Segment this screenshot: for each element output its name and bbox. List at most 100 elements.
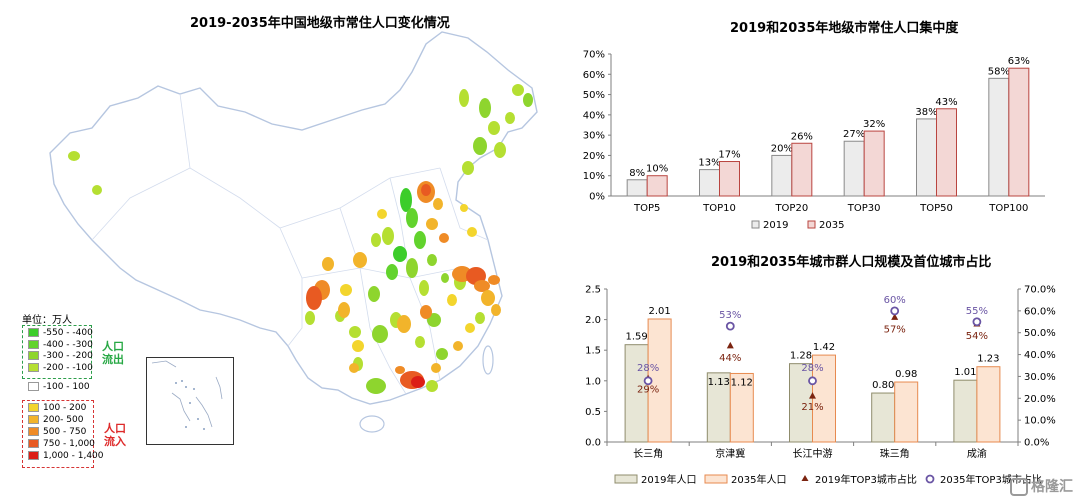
bar-2019年人口-珠三角 (871, 392, 896, 443)
scatter-label-2019: 44% (719, 353, 741, 364)
hainan-island (359, 415, 385, 433)
inflow-blobs (306, 181, 501, 389)
watermark-logo: 格隆汇 (1010, 476, 1073, 496)
x-tick-label: 成渝 (967, 447, 987, 460)
legend-swatch-2035-pop (704, 474, 728, 484)
data-label: 0.98 (895, 369, 917, 380)
legend-inflow-1: 200- 500 (28, 415, 83, 425)
legend-inflow-4-swatch (28, 451, 39, 460)
bar-2035-TOP10 (719, 161, 740, 197)
scatter-label-2019: 29% (637, 385, 659, 396)
marker-2035年TOP3城市占比-珠三角 (890, 306, 900, 316)
china-map (49, 31, 538, 433)
taiwan-island (482, 345, 494, 375)
y-tick-label: 10% (583, 171, 605, 182)
legend-outflow-2-label: -300 - -200 (43, 351, 93, 361)
legend-neutral: -100 - 100 (28, 382, 90, 392)
data-label: 20% (771, 143, 793, 154)
x-tick-label: TOP20 (774, 203, 808, 214)
marker-2019年TOP3城市占比-珠三角 (891, 313, 899, 320)
data-label: 10% (646, 164, 668, 175)
cluster-chart: 0.0 0.5 1.0 1.5 2.0 2.5 0.0% 10.0% 20.0% 30.0% 40.… (585, 285, 1056, 487)
legend-label-2035: 2035 (819, 220, 844, 231)
legend-label-2035-pop: 2035年人口 (731, 473, 786, 486)
y-tick-label: 20% (583, 151, 605, 162)
legend-outflow-1: -400 - -300 (28, 339, 93, 350)
data-label: 13% (698, 158, 720, 169)
scatter-label-2035: 60% (884, 295, 906, 306)
bar-2019-TOP10 (699, 169, 720, 197)
bar-2035-TOP30 (863, 130, 885, 197)
y-right-tick-label: 30.0% (1024, 372, 1056, 383)
legend-swatch-2019-top3 (801, 475, 809, 481)
legend-inflow-0: 100 - 200 (28, 403, 86, 413)
y-tick-label: 30% (583, 131, 605, 142)
legend-label-2035-top3: 2035年TOP3城市占比 (940, 473, 1042, 486)
marker-2035年TOP3城市占比-长三角 (643, 376, 653, 386)
china-outline (49, 31, 538, 405)
y-right-tick-label: 20.0% (1024, 394, 1056, 405)
data-label: 38% (915, 107, 937, 118)
y-right-tick-label: 60.0% (1024, 306, 1056, 317)
legend-neutral-label: -100 - 100 (43, 382, 90, 392)
legend-outflow-3-label: -200 - -100 (43, 362, 93, 373)
y-right-tick-label: 70.0% (1024, 285, 1056, 296)
data-label: 1.12 (731, 377, 753, 388)
marker-2035年TOP3城市占比-成渝 (972, 317, 982, 327)
y-tick-label: 60% (583, 70, 605, 81)
x-tick-label: 长三角 (633, 448, 663, 460)
scatter-label-2019: 54% (966, 331, 988, 342)
legend-outflow-3-swatch (28, 362, 39, 372)
scatter-label-2019: 57% (884, 324, 906, 335)
legend-inflow-2-label: 500 - 750 (43, 427, 87, 437)
legend-inflow-2-swatch (28, 427, 39, 436)
x-tick-label: TOP10 (702, 203, 736, 214)
bar-2035-TOP5 (646, 175, 668, 197)
data-label: 26% (791, 131, 813, 142)
legend-outflow-0-label: -550 - -400 (43, 328, 93, 338)
legend-inflow-3-label: 750 - 1,000 (43, 439, 95, 449)
marker-2035年TOP3城市占比-京津冀 (725, 321, 735, 331)
bar-2035年人口-成渝 (976, 366, 1001, 443)
data-label: 2.01 (648, 306, 670, 317)
data-label: 32% (863, 119, 885, 130)
marker-2019年TOP3城市占比-长江中游 (809, 392, 816, 399)
legend-neutral-swatch (28, 382, 39, 391)
legend-inflow-4-label: 1,000 - 1,400 (43, 451, 104, 461)
legend-swatch-2019-pop (614, 474, 638, 484)
data-label: 0.80 (872, 380, 894, 391)
legend-swatch-2019 (751, 220, 760, 229)
y-tick-label: 40% (583, 110, 605, 121)
y-left-tick-label: 2.5 (585, 285, 601, 296)
watermark-text: 格隆汇 (1031, 479, 1073, 495)
bar-2019-TOP20 (771, 154, 793, 197)
x-tick-label: 珠三角 (880, 447, 910, 460)
bar-2019-TOP100 (988, 77, 1010, 197)
bar-2019年人口-成渝 (953, 379, 978, 443)
legend-inflow-box (22, 400, 94, 468)
x-tick-label: TOP30 (847, 203, 881, 214)
data-label: 1.01 (954, 367, 976, 378)
y-tick-label: 50% (583, 90, 605, 101)
bar-2035-TOP20 (791, 142, 813, 197)
data-label: 27% (843, 129, 865, 140)
data-label: 1.23 (977, 354, 999, 365)
legend-inflow-1-label: 200- 500 (43, 415, 84, 425)
x-tick-label: TOP50 (919, 203, 953, 214)
y-right-tick-label: 40.0% (1024, 350, 1056, 361)
legend-swatch-2035-top3 (925, 474, 935, 484)
inflow-label: 人口流入 (104, 422, 126, 448)
x-tick-label: 长江中游 (793, 447, 833, 460)
cluster-chart-title: 2019和2035年城市群人口规模及首位城市占比 (711, 255, 992, 270)
legend-outflow-1-swatch (28, 339, 39, 349)
legend-outflow-2: -300 - -200 (28, 351, 93, 361)
legend-inflow-4: 1,000 - 1,400 (28, 451, 104, 461)
outflow-label: 人口流出 (102, 340, 124, 366)
marker-2035年TOP3城市占比-长江中游 (808, 376, 817, 386)
y-left-tick-label: 1.5 (585, 346, 601, 357)
legend-label-2019-pop: 2019年人口 (641, 473, 696, 486)
watermark-mark (1010, 478, 1028, 496)
data-label: 1.42 (813, 342, 835, 353)
bar-2019-TOP5 (626, 179, 648, 197)
y-right-tick-label: 0.0% (1024, 438, 1049, 449)
